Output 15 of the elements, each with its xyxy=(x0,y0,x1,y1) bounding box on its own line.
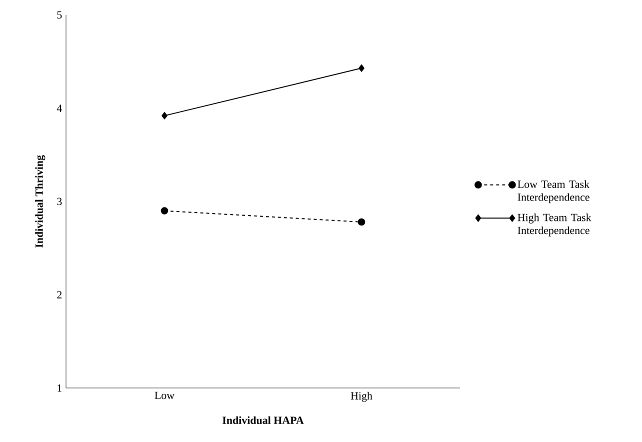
x-tick-label: High xyxy=(350,392,372,402)
legend-label: High Team Task Interdependence xyxy=(518,213,592,236)
y-tick-label: 4 xyxy=(56,104,62,112)
point xyxy=(160,207,168,214)
y-axis-title: Individual Thriving xyxy=(35,155,46,248)
x-axis-title: Individual HAPA xyxy=(222,416,304,424)
y-tick-label: 3 xyxy=(57,198,62,206)
y-tick-label: 2 xyxy=(57,291,62,298)
point xyxy=(358,64,364,72)
x-tick-label: Low xyxy=(154,392,174,400)
point xyxy=(162,112,168,120)
legend-label: Low Team Task Interdependence xyxy=(518,180,590,204)
y-tick-label: 1 xyxy=(58,384,62,392)
y-tick-label: 5 xyxy=(57,11,62,19)
point xyxy=(358,218,366,226)
